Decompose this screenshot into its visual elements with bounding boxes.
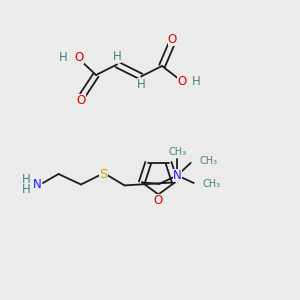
Text: H: H [22, 172, 31, 186]
Text: O: O [75, 51, 84, 64]
Text: H: H [136, 78, 146, 92]
Text: N: N [173, 169, 182, 182]
Text: CH₃: CH₃ [202, 179, 220, 190]
Text: H: H [59, 51, 68, 64]
Text: O: O [76, 94, 85, 107]
Text: N: N [33, 178, 42, 191]
Text: O: O [154, 194, 163, 207]
Text: CH₃: CH₃ [168, 147, 186, 158]
Text: H: H [112, 50, 122, 63]
Text: H: H [192, 75, 201, 88]
Text: O: O [178, 75, 187, 88]
Text: N: N [173, 169, 182, 182]
Text: H: H [22, 183, 31, 196]
Text: S: S [99, 167, 108, 181]
Text: O: O [168, 33, 177, 46]
Text: CH₃: CH₃ [199, 156, 217, 167]
